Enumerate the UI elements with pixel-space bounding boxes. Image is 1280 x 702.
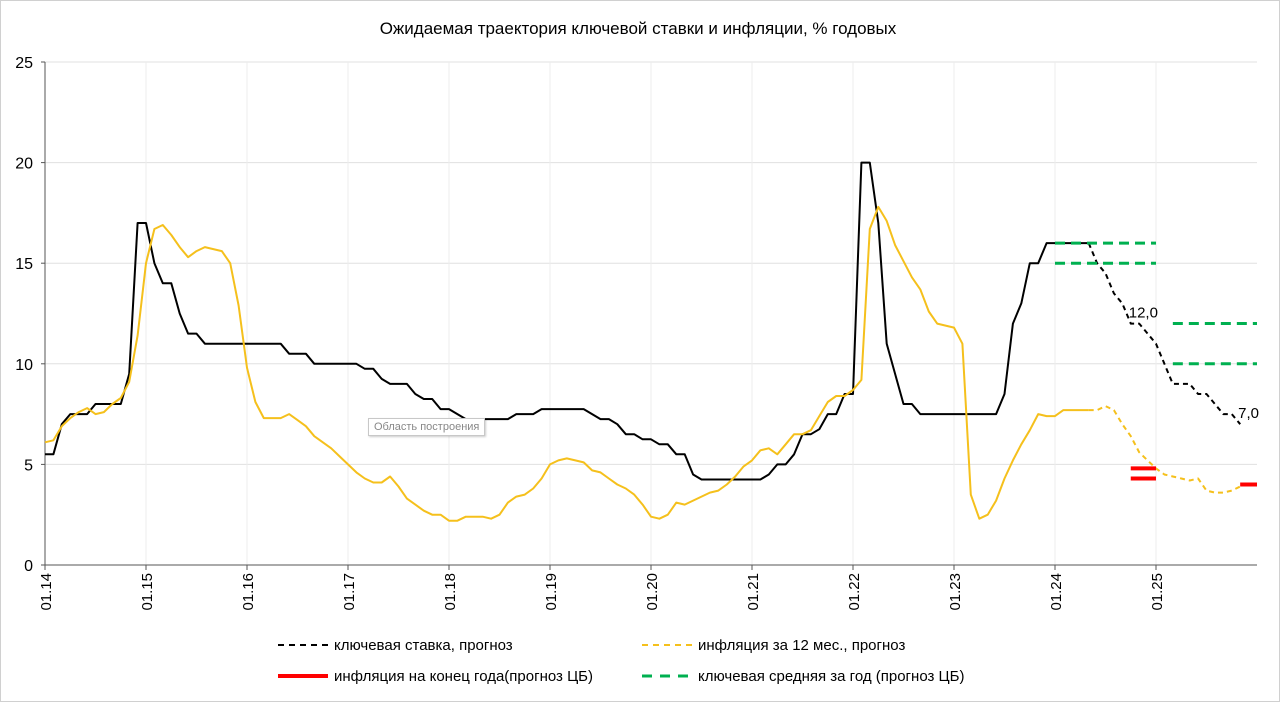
x-tick-label: 01.25 xyxy=(1149,573,1166,611)
x-tick-label: 01.22 xyxy=(846,573,863,611)
x-tick-label: 01.24 xyxy=(1048,573,1065,611)
x-tick-label: 01.18 xyxy=(442,573,459,611)
y-tick-label: 20 xyxy=(15,156,33,173)
series-inflation_forecast xyxy=(1088,405,1241,494)
chart-title: Ожидаемая траектория ключевой ставки и и… xyxy=(380,19,897,38)
x-tick-label: 01.17 xyxy=(341,573,358,611)
y-tick-label: 15 xyxy=(15,256,33,273)
legend-label-cb_inflation: инфляция на конец года(прогноз ЦБ) xyxy=(334,668,593,685)
y-tick-label: 5 xyxy=(24,457,33,474)
x-tick-label: 01.23 xyxy=(947,573,964,611)
legend-label-inflation_forecast: инфляция за 12 мес., прогноз xyxy=(698,637,905,654)
plot-area-tooltip: Область построения xyxy=(368,418,486,436)
x-tick-label: 01.16 xyxy=(240,573,257,611)
y-tick-label: 10 xyxy=(15,357,33,374)
x-tick-label: 01.21 xyxy=(745,573,762,611)
series-key_rate xyxy=(45,161,1089,481)
data-label: 12,0 xyxy=(1129,305,1158,322)
legend-label-key_rate_forecast: ключевая ставка, прогноз xyxy=(334,637,513,654)
legend-label-cb_key_avg: ключевая средняя за год (прогноз ЦБ) xyxy=(698,668,964,685)
y-tick-label: 0 xyxy=(24,558,33,575)
y-tick-label: 25 xyxy=(15,55,33,72)
series-inflation xyxy=(44,205,1089,522)
data-label: 7,0 xyxy=(1238,405,1259,422)
x-tick-label: 01.14 xyxy=(38,573,55,611)
x-tick-label: 01.20 xyxy=(644,573,661,611)
x-tick-label: 01.19 xyxy=(543,573,560,611)
series-key_rate_forecast xyxy=(1087,242,1241,425)
x-tick-label: 01.15 xyxy=(139,573,156,611)
